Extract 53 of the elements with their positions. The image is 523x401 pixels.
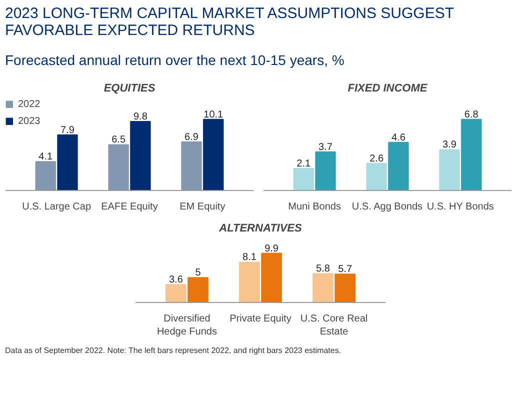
bar xyxy=(315,150,336,190)
bar xyxy=(203,118,224,190)
data-label: 9.8 xyxy=(133,111,148,122)
bar xyxy=(388,141,409,190)
data-label: 6.5 xyxy=(112,134,126,146)
x-tick-label: U.S. Core Real Estate xyxy=(300,313,368,338)
bar xyxy=(166,284,186,302)
bar xyxy=(130,120,151,190)
data-label: 10.1 xyxy=(204,108,224,120)
data-label: 4.1 xyxy=(38,151,54,162)
text: Forecasted annual return over the next 10-15 years, % xyxy=(5,50,344,70)
data-label: 6.8 xyxy=(464,108,479,120)
text: 2023 LONG-TERM CAPITAL MARKET ASSUMPTIONS SUGGEST FAVORABLE EXPECTED RETURNS xyxy=(5,5,455,40)
legend-label: 2022 xyxy=(18,98,40,110)
bar xyxy=(261,252,282,302)
x-tick-label: EM Equity xyxy=(180,201,226,212)
chart-title: EQUITIES xyxy=(104,82,156,94)
data-label: 5.8 xyxy=(316,263,330,274)
bar xyxy=(334,273,356,302)
data-label: 5 xyxy=(195,267,202,278)
text: Data as of September 2022. Note: The left bars represent 2022, and right bars 2023 estimates. xyxy=(5,344,342,356)
data-label: 5.7 xyxy=(338,264,352,275)
data-label: 3.6 xyxy=(168,274,184,286)
data-label: 2.6 xyxy=(370,152,384,164)
bar xyxy=(108,144,129,190)
data-label: 9.9 xyxy=(264,242,279,254)
x-tick-label: U.S. HY Bonds xyxy=(426,201,494,212)
data-label: 3.7 xyxy=(318,141,333,152)
chart-title: ALTERNATIVES xyxy=(218,222,303,234)
x-tick-label: Muni Bonds xyxy=(288,201,341,212)
data-label: 4.6 xyxy=(391,132,406,143)
x-tick-label: EAFE Equity xyxy=(101,201,158,212)
data-label: 2.1 xyxy=(296,158,312,170)
bar xyxy=(188,276,208,302)
bar xyxy=(57,134,78,190)
bar xyxy=(181,140,202,190)
x-tick-label: U.S. Large Cap xyxy=(22,201,92,212)
bar xyxy=(239,261,260,302)
data-label: 8.1 xyxy=(242,252,257,263)
chart-title: FIXED INCOME xyxy=(348,82,428,94)
bar xyxy=(312,272,334,302)
bar xyxy=(293,168,314,190)
data-label: 6.9 xyxy=(184,131,199,142)
bar xyxy=(439,148,460,190)
data-label: 3.9 xyxy=(442,139,457,150)
legend-label: 2023 xyxy=(18,116,40,126)
bar xyxy=(366,162,387,190)
data-label: 7.9 xyxy=(60,124,75,136)
bar xyxy=(461,118,482,190)
x-tick-label: Diversified Hedge Funds xyxy=(156,313,217,338)
x-tick-label: U.S. Agg Bonds xyxy=(352,201,423,212)
bar xyxy=(35,160,56,190)
x-tick-label: Private Equity xyxy=(230,313,292,324)
